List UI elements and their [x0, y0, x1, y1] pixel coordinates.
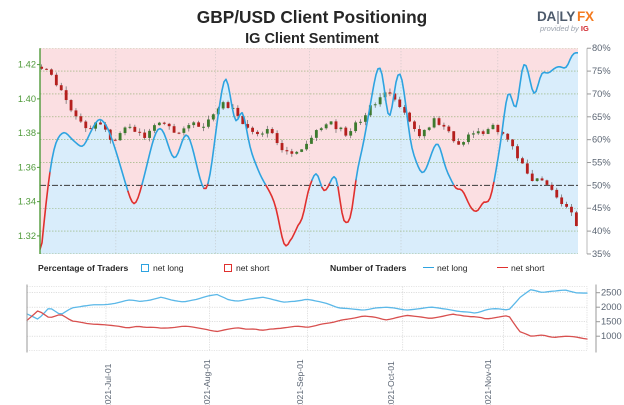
svg-text:2500: 2500 [601, 288, 622, 298]
svg-text:2000: 2000 [601, 302, 622, 312]
svg-text:1500: 1500 [601, 317, 622, 327]
svg-text:1000: 1000 [601, 331, 622, 341]
